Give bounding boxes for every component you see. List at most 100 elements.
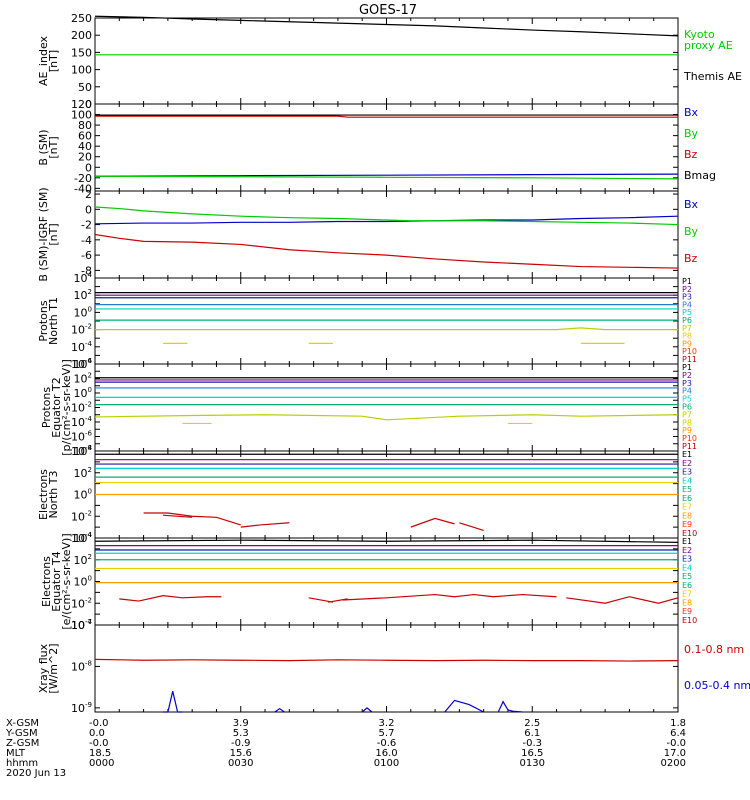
x-axis-value: 16.0: [375, 748, 397, 759]
series-segment: [342, 593, 557, 601]
x-axis-value: -0.0: [89, 738, 109, 749]
legend-entry: P7: [682, 324, 692, 333]
panel-frame: [94, 537, 679, 626]
y-tick-label: 100: [74, 575, 92, 589]
series-line-bz: [95, 115, 678, 118]
y-tick-label: 102: [74, 372, 92, 386]
y-axis-label: [p/(cm²-s-sr-keV)]: [60, 359, 73, 456]
series-line-bx: [94, 215, 679, 225]
legend-entry: P11: [682, 442, 697, 451]
panel-frame: [94, 190, 679, 279]
x-axis-value: -0.0: [89, 718, 109, 729]
x-axis-row-label: MLT: [6, 748, 26, 759]
y-axis-label: Electrons: [37, 469, 50, 520]
legend-entry: P1: [682, 363, 692, 372]
legend-entry: E10: [682, 529, 697, 538]
legend-entry: Bz: [684, 252, 698, 265]
y-axis-label: [nT]: [47, 223, 60, 245]
legend-entry: Kyoto: [684, 28, 715, 41]
panel-frame: [94, 363, 679, 452]
series-segment: [410, 517, 455, 528]
plot-date: 2020 Jun 13: [6, 768, 66, 779]
legend-entry: P5: [682, 395, 692, 404]
x-axis-value: 0100: [374, 758, 399, 769]
legend: 0.1-0.8 nm 0.05-0.4 nm: [684, 643, 750, 692]
legend-entry: Bx: [684, 106, 699, 119]
legend-entry: P7: [682, 410, 692, 419]
y-tick-label: 100: [71, 64, 92, 77]
series-line-p7: [94, 414, 679, 421]
legend-entry: P1: [682, 277, 692, 286]
legend-entry: P2: [682, 371, 692, 380]
y-axis-label: Protons: [40, 387, 53, 428]
y-tick-label: -20: [74, 172, 92, 185]
series-segment: [162, 514, 193, 518]
series-segment: [566, 596, 679, 604]
legend-entry: P8: [682, 418, 692, 427]
legend-entry: P9: [682, 426, 692, 435]
y-tick-label: 102: [74, 466, 92, 480]
legend-entry: E7: [682, 503, 692, 512]
legend-entry: E3: [682, 468, 692, 477]
series-line-e1: [94, 539, 679, 543]
y-tick-label: 250: [71, 12, 92, 25]
y-tick-label: 0: [85, 161, 92, 174]
legend-entry: Themis AE: [683, 70, 742, 83]
legend-entry: E10: [682, 616, 697, 625]
legend-entry: P9: [682, 339, 692, 348]
legend-entry: E3: [682, 555, 692, 564]
x-axis-value: 5.7: [379, 728, 395, 739]
y-axis-label: [nT]: [47, 50, 60, 72]
series-segment: [240, 524, 261, 528]
x-axis-value: 17.0: [664, 748, 686, 759]
y-tick-label: 10-2: [71, 509, 92, 523]
y-tick-label: -2: [81, 219, 92, 232]
y-axis-label: Electrons: [40, 556, 53, 607]
series-line-e9: [143, 512, 241, 526]
legend-entry: E5: [682, 485, 692, 494]
y-tick-label: 10-7: [71, 618, 92, 632]
y-tick-label: 60: [78, 130, 92, 143]
series-segment: [497, 700, 523, 713]
y-tick-label: 40: [78, 140, 92, 153]
x-axis-value: -0.3: [522, 738, 542, 749]
y-tick-label: 104: [74, 357, 93, 371]
x-axis-value: 0.0: [89, 728, 105, 739]
x-axis-row-label: Z-GSM: [6, 738, 39, 749]
y-axis-label: AE_index: [37, 35, 50, 86]
legend-entry: E6: [682, 581, 692, 590]
x-axis-row-label: Y-GSM: [5, 728, 38, 739]
legend-entry: P3: [682, 379, 692, 388]
panel-bdiff: 2 0 -2 -4 -6 -8 B (SM)-IGRF (SM)[nT] Bx By Bz: [37, 187, 699, 281]
series-line-by: [94, 206, 679, 226]
series-line-themis-ae: [94, 15, 679, 37]
panel-frame: [94, 624, 679, 713]
legend-entry: P4: [682, 300, 692, 309]
y-axis-label: Equator T2: [50, 377, 63, 437]
legend-entry: P2: [682, 285, 692, 294]
x-axis-row-label: X-GSM: [6, 718, 39, 729]
legend-entry: Bmag: [684, 169, 716, 182]
legend-entry: E5: [682, 572, 692, 581]
y-axis-label: North T3: [47, 471, 60, 519]
legend-entry: By: [684, 225, 699, 238]
legend: Bx By Bz Bmag: [684, 106, 716, 182]
y-tick-label: 100: [71, 109, 92, 122]
y-axis-label: [nT]: [47, 136, 60, 158]
y-tick-label: 102: [74, 553, 92, 567]
y-tick-label: 104: [74, 271, 93, 285]
x-axis-value: -0.6: [377, 738, 397, 749]
x-axis-value: 1.8: [670, 718, 686, 729]
panel-peq: 10-810-610-410-2100102104ProtonsEquator …: [40, 357, 697, 458]
series-segment: [459, 522, 484, 531]
